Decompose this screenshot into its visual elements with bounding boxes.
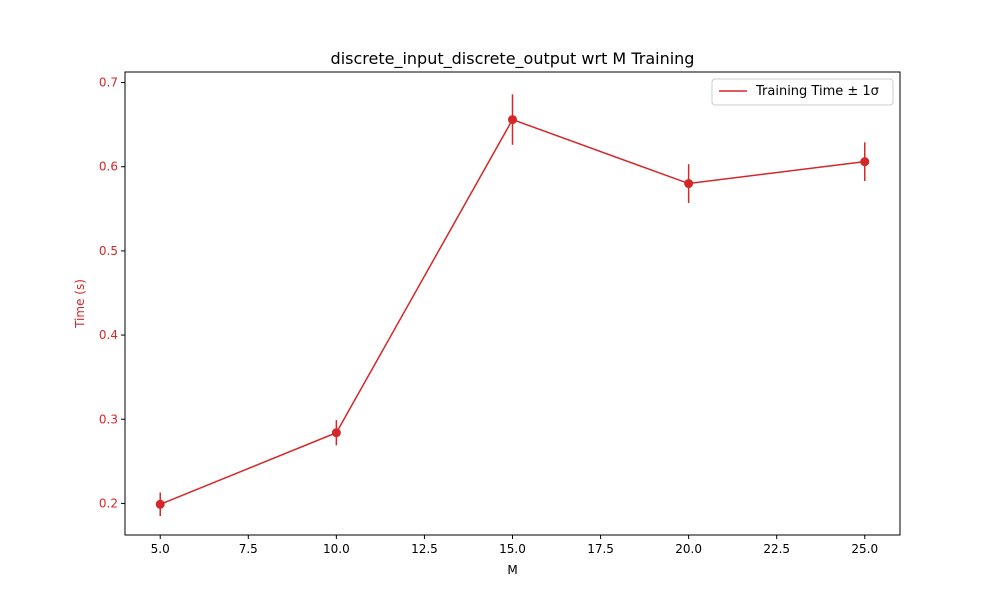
y-tick-label: 0.3 bbox=[99, 412, 118, 426]
legend-box bbox=[711, 78, 894, 106]
x-tick-label: 12.5 bbox=[411, 542, 438, 556]
data-point bbox=[684, 179, 694, 189]
y-tick-label: 0.6 bbox=[99, 160, 118, 174]
data-point bbox=[860, 157, 870, 167]
legend-label: Training Time ± 1σ bbox=[755, 84, 879, 99]
x-tick-label: 15.0 bbox=[499, 542, 526, 556]
x-tick-label: 7.5 bbox=[239, 542, 258, 556]
y-tick-label: 0.2 bbox=[99, 496, 118, 510]
x-tick-label: 20.0 bbox=[675, 542, 702, 556]
x-axis: 5.0 7.5 10.0 12.5 15.0 17.5 20.0 22.5 25.0 bbox=[151, 535, 878, 556]
data-point bbox=[508, 115, 517, 125]
chart-title: discrete_input_discrete_output wrt M Tra… bbox=[331, 49, 695, 69]
legend: Training Time ± 1σ bbox=[711, 78, 894, 106]
x-axis-label: M bbox=[507, 563, 517, 577]
data-point bbox=[331, 428, 341, 438]
x-tick-label: 17.5 bbox=[587, 542, 614, 556]
x-tick-label: 5.0 bbox=[151, 542, 170, 556]
y-tick-label: 0.4 bbox=[99, 328, 118, 342]
x-tick-label: 22.5 bbox=[763, 542, 790, 556]
series-layer bbox=[155, 94, 870, 517]
y-axis: 0.2 0.3 0.4 0.5 0.6 0.7 bbox=[99, 76, 125, 510]
y-tick-label: 0.7 bbox=[99, 76, 118, 90]
data-point bbox=[155, 499, 165, 509]
x-tick-label: 25.0 bbox=[851, 542, 878, 556]
y-axis-label: Time (s) bbox=[73, 279, 87, 329]
y-tick-label: 0.5 bbox=[99, 244, 118, 258]
series-line bbox=[159, 118, 865, 505]
x-tick-label: 10.0 bbox=[323, 542, 350, 556]
